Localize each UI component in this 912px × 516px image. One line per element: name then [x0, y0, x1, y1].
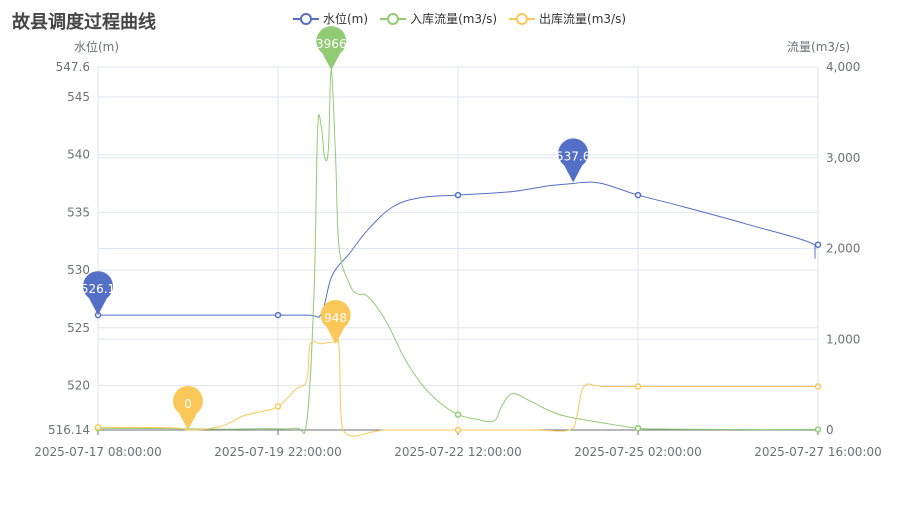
pin-shape — [320, 300, 351, 344]
left-axis-label: 水位(m) — [74, 39, 119, 54]
grid-lines — [97, 66, 819, 431]
right-tick-label: 2,000 — [826, 242, 860, 256]
right-tick-label: 3,000 — [826, 151, 860, 165]
left-tick-label: 525 — [67, 321, 90, 335]
data-point-water-level — [454, 191, 462, 199]
left-tick-label: 535 — [67, 205, 90, 219]
axes: 516.14 520 525 530 535 540 545 547.6 0 1,000 2,000… — [34, 60, 881, 459]
data-point-inflow — [814, 426, 822, 433]
x-tick-label: 2025-07-22 12:00:00 — [394, 445, 521, 459]
legend-swatch-outflow — [509, 12, 536, 25]
left-tick-label: 547.6 — [56, 60, 90, 74]
data-point-outflow — [814, 383, 822, 390]
pin-shape — [558, 138, 589, 183]
chart-title: 故县调度过程曲线 — [12, 12, 156, 33]
pin-shape — [173, 386, 203, 430]
right-tick-label: 0 — [826, 423, 834, 437]
value-pins: 526.1 537.6 3966 0 948 — [81, 26, 590, 430]
chart-legend: 水位(m) 入库流量(m3/s) 出库流量(m3/s) — [293, 10, 626, 27]
series-line-water-level — [98, 181, 816, 318]
series-lines — [94, 69, 822, 437]
series-line-inflow — [97, 69, 816, 434]
data-point-outflow — [634, 383, 642, 390]
pin-label: 948 — [324, 311, 347, 325]
x-tick-label: 2025-07-19 22:00:00 — [214, 445, 341, 459]
value-pin-outflow: 948 — [320, 300, 351, 344]
left-tick-label: 530 — [67, 263, 90, 277]
data-point-water-level — [274, 311, 282, 319]
x-tick-label: 2025-07-17 08:00:00 — [34, 445, 161, 459]
legend-item-inflow[interactable]: 入库流量(m3/s) — [380, 10, 497, 27]
pin-label: 537.6 — [556, 149, 590, 163]
left-tick-label: 545 — [67, 90, 90, 104]
data-point-inflow — [634, 424, 642, 432]
legend-label-outflow: 出库流量(m3/s) — [539, 12, 627, 26]
x-tick-label: 2025-07-25 02:00:00 — [574, 445, 701, 459]
pin-label: 3966 — [316, 37, 347, 51]
data-point-outflow — [274, 403, 282, 410]
right-tick-label: 4,000 — [826, 60, 860, 74]
series-line-outflow — [97, 339, 816, 437]
legend-item-outflow[interactable]: 出库流量(m3/s) — [509, 10, 626, 27]
pin-label: 0 — [184, 397, 192, 411]
data-point-outflow — [94, 424, 102, 431]
x-tick-label: 2025-07-27 16:00:00 — [754, 445, 881, 459]
pin-label: 526.1 — [81, 282, 115, 296]
left-tick-label: 520 — [67, 378, 90, 392]
legend-label-inflow: 入库流量(m3/s) — [410, 12, 498, 26]
value-pin-outflow: 0 — [173, 386, 203, 430]
left-tick-label: 540 — [67, 148, 90, 162]
data-point-water-level — [814, 241, 822, 248]
value-pin-water-level: 537.6 — [556, 138, 590, 183]
legend-label-water-level: 水位(m) — [323, 12, 369, 26]
legend-item-water-level[interactable]: 水位(m) — [293, 10, 368, 27]
data-point-inflow — [454, 411, 462, 418]
right-tick-label: 1,000 — [826, 332, 860, 346]
data-point-outflow — [454, 426, 462, 434]
data-point-water-level — [634, 191, 642, 199]
value-pin-inflow: 3966 — [316, 26, 347, 71]
value-pin-water-level: 526.1 — [81, 271, 115, 316]
pin-shape — [83, 271, 113, 316]
right-axis-label: 流量(m3/s) — [787, 40, 850, 54]
legend-swatch-water-level — [293, 12, 319, 25]
legend-swatch-inflow — [380, 12, 407, 25]
pin-shape — [316, 26, 347, 71]
left-tick-label: 516.14 — [48, 423, 90, 437]
